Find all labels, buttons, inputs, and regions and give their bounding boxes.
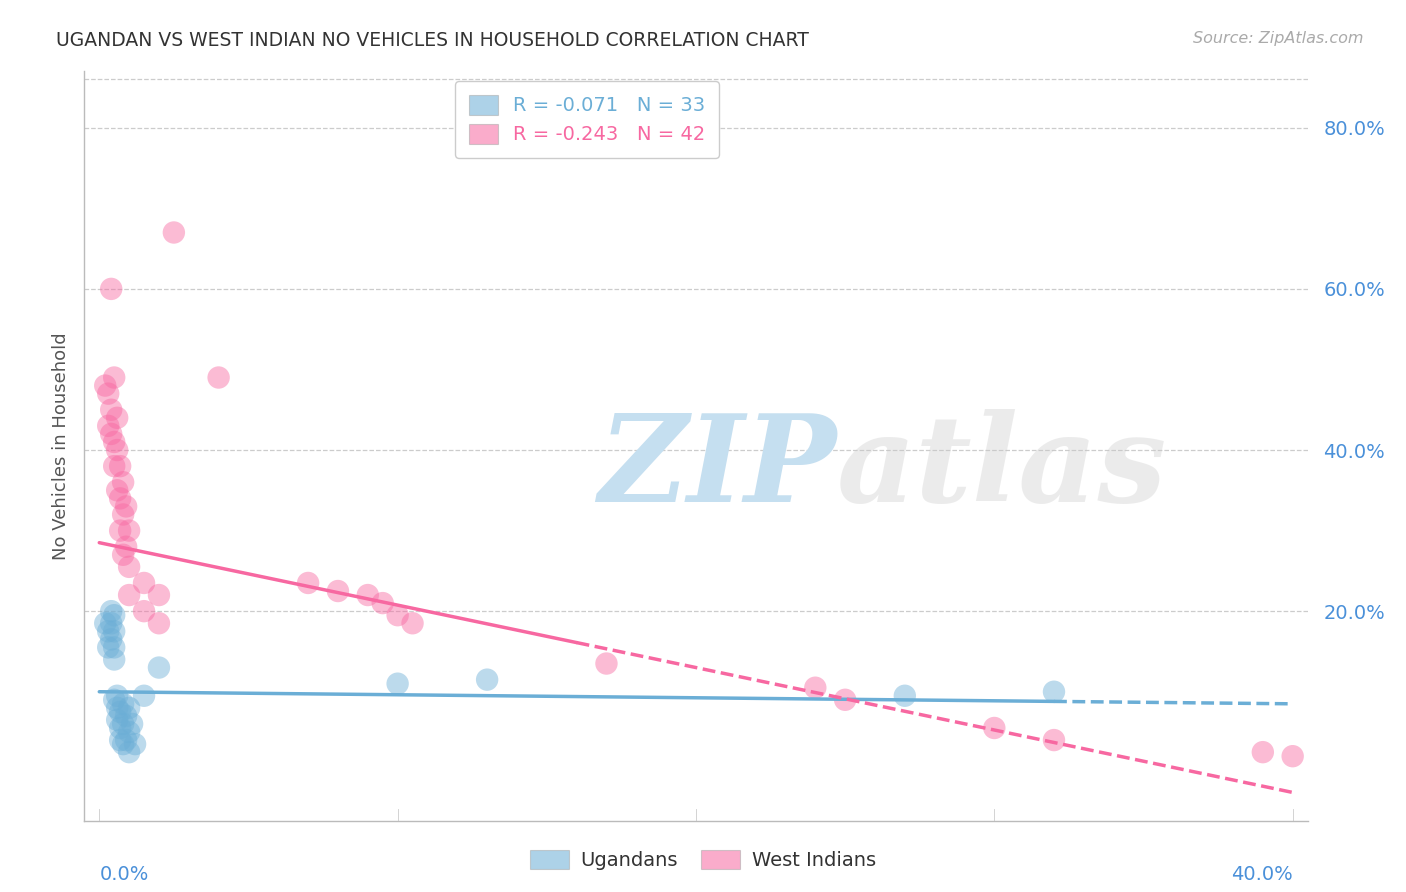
Point xyxy=(1043,733,1066,747)
Point xyxy=(105,713,128,727)
Point xyxy=(804,681,827,695)
Point xyxy=(94,616,117,631)
Point xyxy=(115,709,138,723)
Y-axis label: No Vehicles in Household: No Vehicles in Household xyxy=(52,332,70,560)
Point xyxy=(163,226,186,240)
Point xyxy=(475,673,498,687)
Point xyxy=(112,548,135,562)
Point xyxy=(112,475,135,490)
Point xyxy=(103,459,125,474)
Point xyxy=(357,588,380,602)
Point xyxy=(118,588,141,602)
Point xyxy=(115,733,138,747)
Point xyxy=(100,402,122,417)
Text: 0.0%: 0.0% xyxy=(100,865,149,884)
Point xyxy=(103,652,125,666)
Point xyxy=(108,733,131,747)
Point xyxy=(108,459,131,474)
Point xyxy=(132,604,155,618)
Point xyxy=(103,693,125,707)
Point xyxy=(1043,684,1066,698)
Point xyxy=(387,608,409,623)
Point xyxy=(118,701,141,715)
Point xyxy=(97,640,120,655)
Point xyxy=(108,721,131,735)
Point xyxy=(94,378,117,392)
Point xyxy=(401,616,423,631)
Point xyxy=(103,624,125,639)
Point xyxy=(100,616,122,631)
Point xyxy=(100,426,122,441)
Point xyxy=(100,282,122,296)
Point xyxy=(132,576,155,591)
Point xyxy=(112,508,135,522)
Point xyxy=(100,632,122,647)
Point xyxy=(108,491,131,506)
Point xyxy=(97,386,120,401)
Point xyxy=(118,559,141,574)
Point xyxy=(103,370,125,384)
Point xyxy=(595,657,617,671)
Text: Source: ZipAtlas.com: Source: ZipAtlas.com xyxy=(1194,31,1364,46)
Point xyxy=(108,524,131,538)
Point xyxy=(103,608,125,623)
Point xyxy=(118,745,141,759)
Point xyxy=(105,701,128,715)
Point xyxy=(132,689,155,703)
Point xyxy=(103,434,125,449)
Point xyxy=(103,640,125,655)
Point xyxy=(124,737,146,751)
Point xyxy=(1281,749,1303,764)
Point xyxy=(115,500,138,514)
Point xyxy=(834,693,856,707)
Text: 40.0%: 40.0% xyxy=(1230,865,1292,884)
Point xyxy=(207,370,229,384)
Point xyxy=(112,737,135,751)
Point xyxy=(105,483,128,498)
Point xyxy=(371,596,394,610)
Legend: R = -0.071   N = 33, R = -0.243   N = 42: R = -0.071 N = 33, R = -0.243 N = 42 xyxy=(456,81,718,158)
Point xyxy=(105,410,128,425)
Point xyxy=(105,689,128,703)
Point xyxy=(105,443,128,458)
Text: UGANDAN VS WEST INDIAN NO VEHICLES IN HOUSEHOLD CORRELATION CHART: UGANDAN VS WEST INDIAN NO VEHICLES IN HO… xyxy=(56,31,808,50)
Text: atlas: atlas xyxy=(837,409,1167,528)
Point xyxy=(894,689,917,703)
Point xyxy=(148,588,170,602)
Point xyxy=(297,576,319,591)
Point xyxy=(112,717,135,731)
Point xyxy=(387,676,409,690)
Point xyxy=(97,624,120,639)
Point xyxy=(121,717,143,731)
Point xyxy=(326,584,349,599)
Point xyxy=(1251,745,1274,759)
Point xyxy=(118,524,141,538)
Point xyxy=(148,616,170,631)
Point xyxy=(148,660,170,674)
Point xyxy=(108,705,131,719)
Legend: Ugandans, West Indians: Ugandans, West Indians xyxy=(522,842,884,878)
Point xyxy=(983,721,1005,735)
Point xyxy=(115,540,138,554)
Point xyxy=(118,725,141,739)
Point xyxy=(97,418,120,433)
Point xyxy=(112,697,135,711)
Point xyxy=(100,604,122,618)
Text: ZIP: ZIP xyxy=(598,409,837,528)
